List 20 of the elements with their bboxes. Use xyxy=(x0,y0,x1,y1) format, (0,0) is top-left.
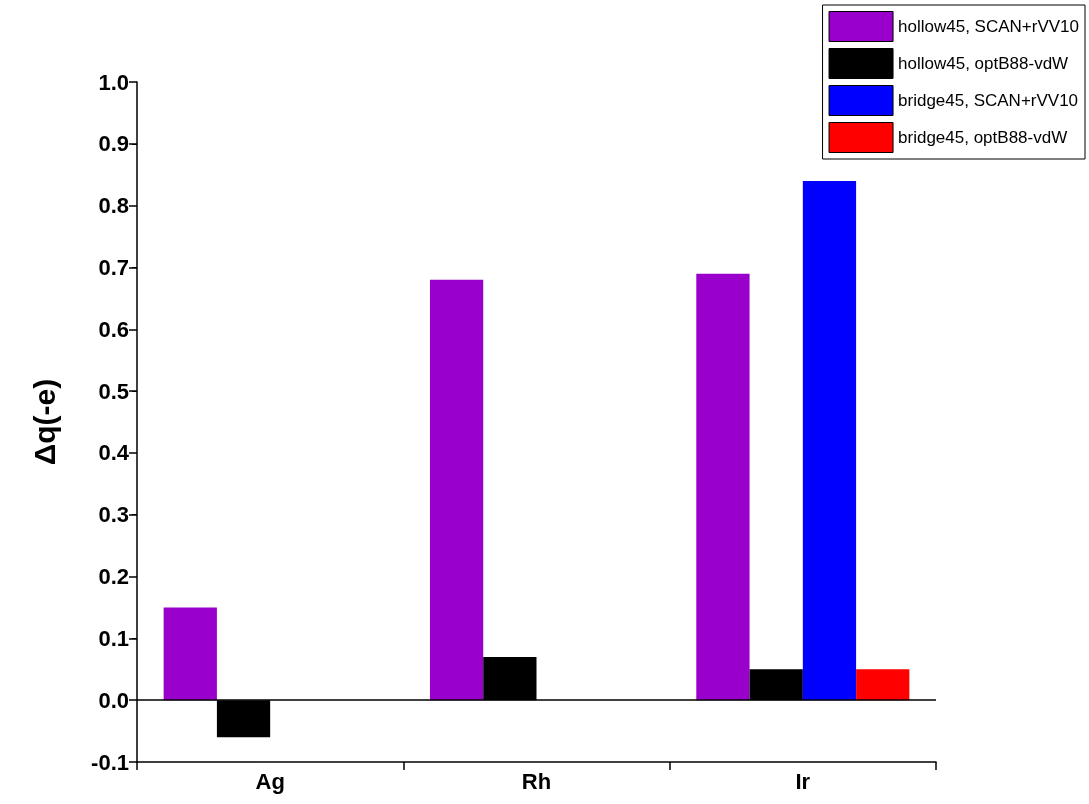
legend-label: hollow45, SCAN+rVV10 xyxy=(898,17,1080,36)
y-tick-label: 0.4 xyxy=(98,440,130,466)
y-axis-title: Δq(-e) xyxy=(27,378,61,466)
y-tick-label: -0.1 xyxy=(91,749,129,775)
legend-label: hollow45, optB88-vdW xyxy=(898,54,1069,73)
x-tick-label: Rh xyxy=(521,768,552,794)
y-tick-label: 1.0 xyxy=(98,69,129,95)
y-tick-label: 0.0 xyxy=(98,687,129,713)
y-tick-label: 0.1 xyxy=(98,625,129,651)
y-tick-label: 0.8 xyxy=(98,193,129,219)
legend-label: bridge45, SCAN+rVV10 xyxy=(898,91,1079,110)
y-tick-label: 0.2 xyxy=(98,564,129,590)
x-tick-label: Ag xyxy=(255,768,285,794)
y-tick-label: 0.7 xyxy=(98,254,129,280)
y-tick-label: 0.6 xyxy=(98,316,129,342)
y-tick-label: 0.9 xyxy=(98,131,129,157)
legend-label: bridge45, optB88-vdW xyxy=(898,128,1068,147)
y-tick-label: 0.3 xyxy=(98,502,129,528)
x-tick-label: Ir xyxy=(795,768,811,794)
y-tick-label: 0.5 xyxy=(98,378,129,404)
